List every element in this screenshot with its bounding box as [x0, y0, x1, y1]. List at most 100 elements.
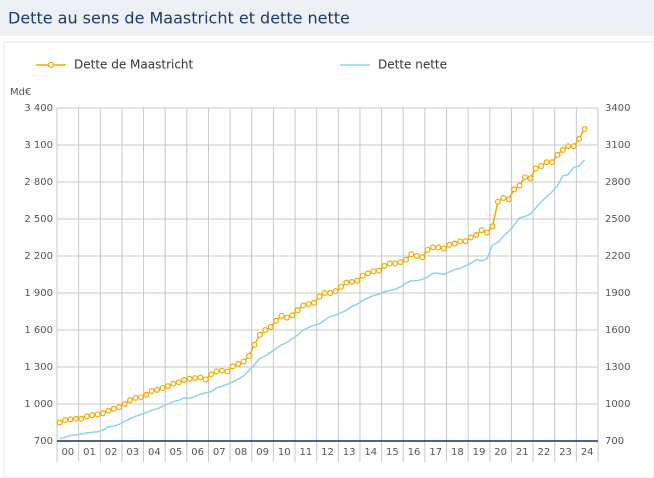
y-tick-label: 1 600 [24, 325, 53, 336]
point-marker [197, 374, 204, 381]
point-marker [570, 143, 577, 150]
point-marker [424, 246, 431, 253]
point-marker [446, 241, 453, 248]
point-marker [94, 411, 101, 418]
point-marker [500, 195, 507, 202]
point-marker [202, 376, 209, 383]
point-marker [402, 256, 409, 263]
y2-tick-label: 1900 [605, 288, 630, 299]
legend-marker [47, 61, 55, 69]
point-marker [62, 417, 69, 424]
x-tick-label: 19 [473, 447, 486, 458]
y2-tick-label: 2500 [605, 214, 630, 225]
point-marker [127, 397, 134, 404]
y-axis-label: Md€ [10, 87, 31, 98]
series-line [59, 159, 586, 440]
point-marker [316, 293, 323, 300]
y2-tick-label: 700 [605, 436, 624, 447]
x-tick-label: 15 [386, 447, 399, 458]
x-tick-label: 00 [61, 447, 74, 458]
point-marker [478, 227, 485, 234]
point-marker [105, 407, 112, 414]
x-tick-label: 08 [235, 447, 248, 458]
point-marker [532, 165, 539, 172]
chart-panel [3, 41, 654, 478]
point-marker [208, 371, 215, 378]
point-marker [56, 419, 63, 426]
point-marker [148, 388, 155, 395]
point-marker [538, 162, 545, 169]
point-marker [159, 384, 166, 391]
y-tick-label: 3 100 [24, 140, 53, 151]
point-marker [191, 375, 198, 382]
y2-tick-label: 1000 [605, 399, 630, 410]
point-marker [494, 198, 501, 205]
y-tick-label: 2 800 [24, 177, 53, 188]
point-marker [327, 290, 334, 297]
point-marker [246, 352, 253, 359]
point-marker [283, 314, 290, 321]
point-marker [186, 375, 193, 382]
y2-tick-label: 3400 [605, 103, 630, 114]
x-tick-label: 16 [408, 447, 421, 458]
point-marker [408, 251, 415, 258]
point-marker [67, 416, 74, 423]
point-marker [375, 267, 382, 274]
point-marker [338, 283, 345, 290]
point-marker [549, 159, 556, 166]
point-marker [429, 244, 436, 251]
point-marker [365, 270, 372, 277]
point-marker [467, 234, 474, 241]
x-tick-label: 20 [494, 447, 507, 458]
point-marker [370, 268, 377, 275]
point-marker [89, 412, 96, 419]
x-tick-label: 22 [538, 447, 551, 458]
point-marker [321, 290, 328, 297]
y2-tick-label: 1600 [605, 325, 630, 336]
y-tick-label: 3 400 [24, 103, 53, 114]
x-tick-label: 23 [559, 447, 572, 458]
x-tick-label: 14 [364, 447, 377, 458]
y-tick-label: 1 900 [24, 288, 53, 299]
point-marker [110, 405, 117, 412]
point-marker [164, 383, 171, 390]
point-marker [505, 196, 512, 203]
point-marker [559, 146, 566, 153]
point-marker [143, 391, 150, 398]
point-marker [413, 253, 420, 260]
point-marker [392, 260, 399, 267]
point-marker [451, 240, 458, 247]
legend-label: Dette nette [378, 58, 447, 72]
point-marker [543, 159, 550, 166]
point-marker [170, 380, 177, 387]
point-marker [251, 341, 258, 348]
point-marker [565, 143, 572, 150]
x-tick-label: 05 [170, 447, 183, 458]
x-tick-label: 04 [148, 447, 161, 458]
y2-tick-label: 3100 [605, 140, 630, 151]
point-marker [381, 262, 388, 269]
point-marker [83, 413, 90, 420]
point-marker [457, 238, 464, 245]
point-marker [175, 379, 182, 386]
point-marker [256, 331, 263, 338]
y2-tick-label: 1300 [605, 362, 630, 373]
point-marker [516, 182, 523, 189]
point-marker [581, 125, 588, 132]
point-marker [359, 272, 366, 279]
x-tick-label: 09 [256, 447, 269, 458]
point-marker [300, 302, 307, 309]
point-marker [154, 386, 161, 393]
x-tick-label: 12 [321, 447, 334, 458]
point-marker [489, 223, 496, 230]
point-marker [116, 404, 123, 411]
point-marker [72, 415, 79, 422]
point-marker [262, 327, 269, 334]
point-marker [348, 278, 355, 285]
y-tick-label: 2 500 [24, 214, 53, 225]
y2-tick-label: 2200 [605, 251, 630, 262]
legend-label: Dette de Maastricht [74, 58, 194, 72]
point-marker [99, 410, 106, 417]
point-marker [267, 323, 274, 330]
